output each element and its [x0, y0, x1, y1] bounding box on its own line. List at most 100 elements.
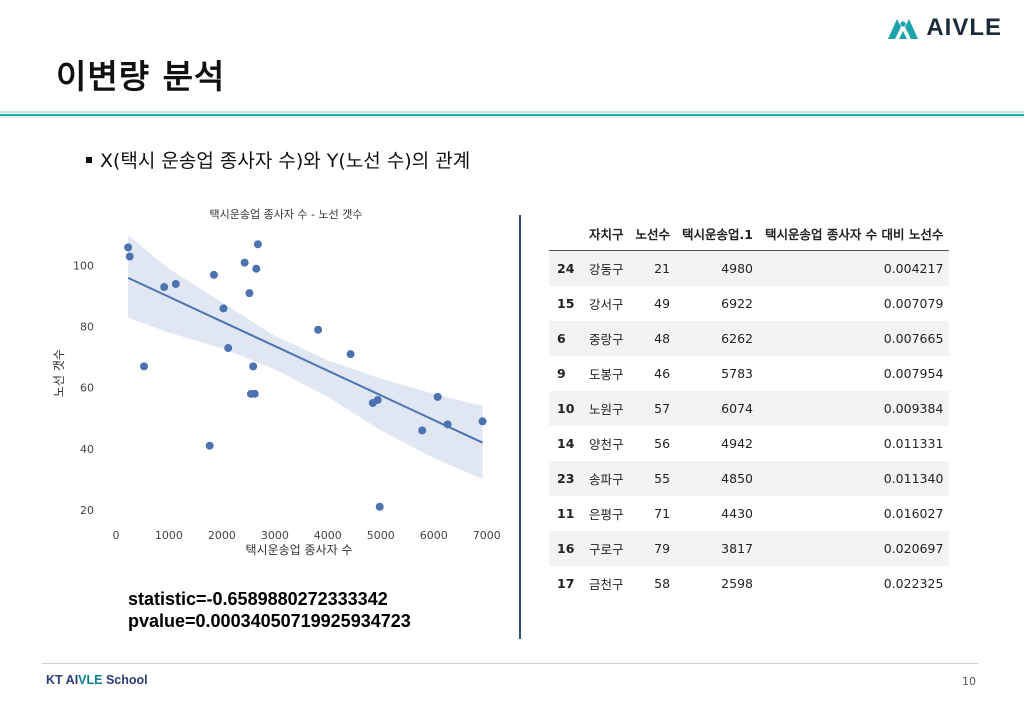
scatter-point — [219, 304, 228, 313]
scatter-point — [205, 441, 214, 450]
x-tick-label: 5000 — [367, 529, 395, 542]
row-routes: 49 — [654, 296, 671, 311]
aivle-logo-icon — [888, 19, 919, 39]
row-index: 9 — [557, 366, 566, 381]
footer-divider — [42, 663, 978, 664]
row-taxi-workers: 5783 — [721, 366, 753, 381]
row-ratio: 0.016027 — [883, 506, 944, 521]
row-taxi-workers: 6922 — [721, 296, 753, 311]
row-index: 24 — [549, 250, 583, 286]
row-district: 은평구 — [589, 507, 624, 522]
row-ratio: 0.009384 — [758, 391, 950, 426]
title-rule-light — [0, 111, 1024, 113]
row-district: 구로구 — [583, 531, 630, 566]
page-number: 10 — [962, 675, 976, 688]
scatter-chart: 택시운송업 종사자 수 - 노선 갯수 0 1000 2000 3000 4000 500… — [50, 200, 501, 570]
y-tick-label: 60 — [80, 382, 94, 395]
confidence-band — [128, 235, 483, 480]
row-routes: 71 — [654, 506, 671, 521]
x-tick-label: 7000 — [473, 529, 500, 542]
chart-title: 택시운송업 종사자 수 - 노선 갯수 — [209, 208, 362, 221]
scatter-point — [433, 392, 442, 401]
x-axis-label: 택시운송업 종사자 수 — [246, 543, 353, 557]
row-district: 송파구 — [583, 461, 630, 496]
statistic-value: statistic=-0.6589880272333342 — [128, 589, 388, 609]
scatter-point — [375, 502, 384, 511]
row-taxi-workers: 4980 — [676, 250, 759, 286]
y-tick-label: 40 — [80, 443, 94, 456]
row-routes: 48 — [629, 321, 677, 356]
bullet-point: X(택시 운송업 종사자 수)와 Y(노선 수)의 관계 — [86, 146, 470, 173]
scatter-point — [253, 240, 262, 249]
scatter-chart-svg: 택시운송업 종사자 수 - 노선 갯수 0 1000 2000 3000 4000 500… — [52, 208, 501, 557]
row-ratio: 0.004217 — [758, 250, 950, 286]
header-ratio: 택시운송업 종사자 수 대비 노선수 — [758, 216, 950, 251]
row-routes: 21 — [629, 250, 677, 286]
header-taxi-workers: 택시운송업.1 — [676, 216, 759, 251]
row-taxi-workers: 6262 — [676, 321, 759, 356]
scatter-point — [124, 243, 133, 252]
scatter-point — [250, 389, 259, 398]
stats-output: statistic=-0.6589880272333342 pvalue=0.0… — [128, 588, 411, 632]
bullet-text: X(택시 운송업 종사자 수)와 Y(노선 수)의 관계 — [100, 150, 471, 172]
data-table: 자치구 노선수 택시운송업.1 택시운송업 종사자 수 대비 노선수 24 강동… — [549, 216, 950, 601]
y-tick-label: 100 — [73, 260, 94, 273]
title-rule-shadow — [0, 117, 1024, 118]
scatter-point — [224, 344, 233, 353]
scatter-point — [240, 258, 249, 267]
header-routes: 노선수 — [629, 216, 677, 251]
footer-brand-accent: VLE — [78, 673, 103, 687]
scatter-point — [314, 325, 323, 334]
x-tick-label: 2000 — [208, 529, 236, 542]
x-tick-label: 6000 — [420, 529, 448, 542]
table-row: 24 강동구 21 4980 0.004217 — [549, 250, 950, 286]
row-index: 16 — [549, 531, 583, 566]
x-tick-label: 4000 — [314, 529, 342, 542]
vertical-divider — [519, 215, 521, 639]
aivle-logo-text: AIVLE — [926, 14, 1002, 41]
y-tick-label: 20 — [80, 504, 94, 517]
scatter-point — [171, 279, 180, 288]
table-header-row: 자치구 노선수 택시운송업.1 택시운송업 종사자 수 대비 노선수 — [549, 216, 950, 251]
scatter-point — [125, 252, 134, 261]
row-index: 15 — [557, 296, 575, 311]
row-ratio: 0.011331 — [883, 436, 944, 451]
row-routes: 79 — [629, 531, 677, 566]
row-taxi-workers: 4942 — [721, 436, 753, 451]
header-district: 자치구 — [583, 216, 630, 251]
row-taxi-workers: 2598 — [721, 576, 753, 591]
scatter-point — [443, 420, 452, 429]
y-tick-label: 80 — [80, 321, 94, 334]
table-row: 15 강서구 49 6922 0.007079 — [549, 286, 949, 321]
row-ratio: 0.022325 — [883, 576, 944, 591]
scatter-point — [245, 289, 254, 298]
row-taxi-workers: 4850 — [676, 461, 759, 496]
scatter-point — [373, 395, 382, 404]
row-taxi-workers: 4430 — [721, 506, 753, 521]
title-rule — [0, 114, 1024, 116]
x-tick-label: 1000 — [155, 529, 183, 542]
table-row: 16 구로구 79 3817 0.020697 — [549, 531, 950, 566]
row-ratio: 0.020697 — [758, 531, 950, 566]
scatter-point — [160, 283, 169, 292]
row-index: 10 — [549, 391, 583, 426]
row-index: 17 — [557, 576, 575, 591]
regression-line — [127, 276, 483, 444]
header-index — [549, 216, 583, 251]
row-ratio: 0.007954 — [883, 366, 944, 381]
bullet-marker — [86, 156, 92, 163]
footer-brand: KT AIVLE School — [46, 673, 148, 687]
table-row: 6 중랑구 48 6262 0.007665 — [549, 321, 950, 356]
row-routes: 46 — [654, 366, 671, 381]
table-row: 9 도봉구 46 5783 0.007954 — [549, 356, 949, 391]
scatter-point — [478, 417, 487, 426]
scatter-point — [418, 426, 427, 435]
row-index: 14 — [557, 436, 575, 451]
y-axis-label: 노선 갯수 — [52, 349, 66, 397]
row-routes: 58 — [654, 576, 671, 591]
table-row: 11 은평구 71 4430 0.016027 — [549, 496, 949, 531]
row-routes: 55 — [629, 461, 677, 496]
pvalue-value: pvalue=0.00034050719925934723 — [128, 611, 411, 631]
scatter-point — [346, 350, 355, 359]
row-ratio: 0.011340 — [758, 461, 950, 496]
